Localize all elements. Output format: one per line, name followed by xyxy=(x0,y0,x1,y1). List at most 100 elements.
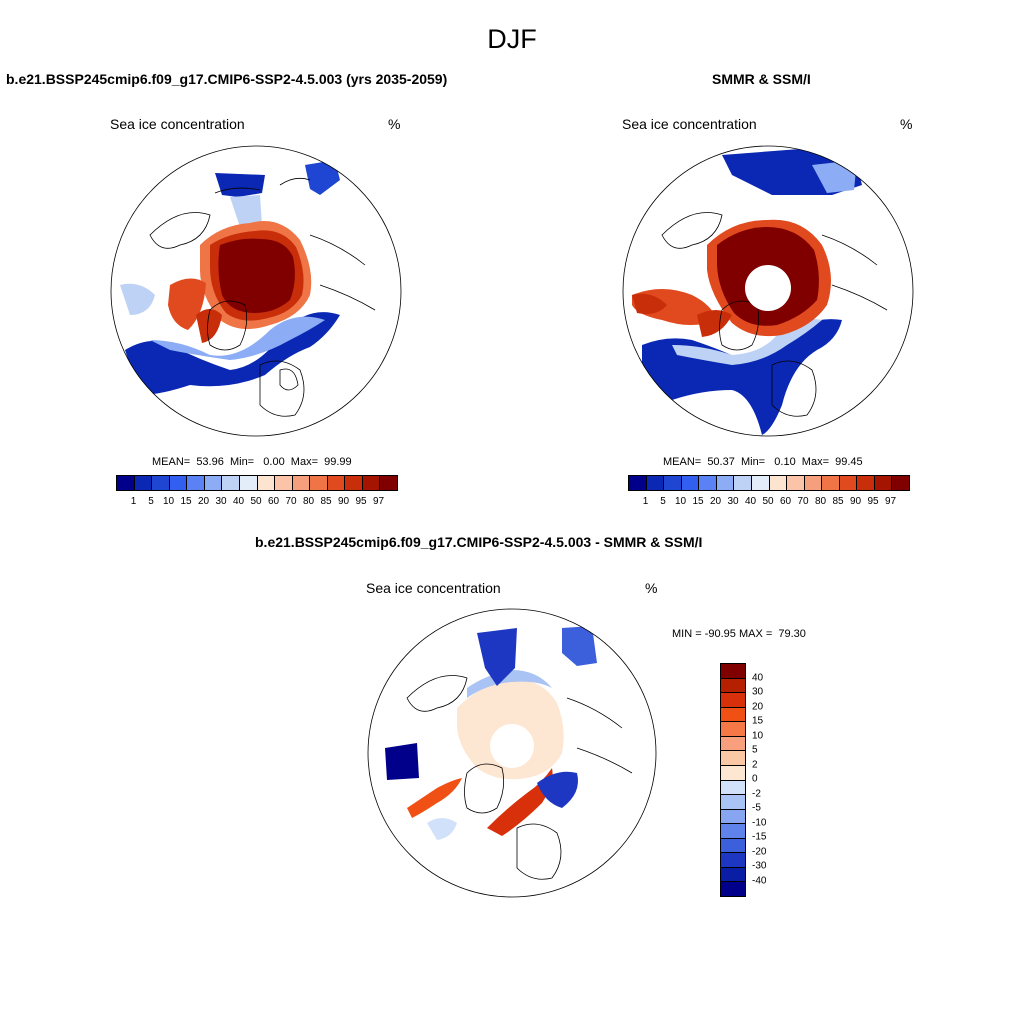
diff-colorbar-tick-label: -5 xyxy=(752,802,761,814)
diff-navy-hudson xyxy=(385,743,419,780)
diff-blue-bering xyxy=(477,628,517,686)
model-variable-label: Sea ice concentration xyxy=(110,116,245,132)
model-map-border xyxy=(110,145,402,437)
model-stats: MEAN= 53.96 Min= 0.00 Max= 99.99 xyxy=(152,456,352,468)
obs-colorbar-tick-label: 40 xyxy=(744,496,757,507)
obs-units-label: % xyxy=(900,116,913,132)
obs-colorbar-swatch xyxy=(874,476,893,490)
model-coast-siberia xyxy=(309,234,376,311)
model-colorbar-tick-label: 15 xyxy=(180,496,192,507)
diff-colorbar-tick-label: -10 xyxy=(752,817,767,828)
diff-colorbar-tick-label: 2 xyxy=(752,759,758,770)
diff-colorbar-tick-label: 10 xyxy=(752,730,764,741)
obs-colorbar-tick-label: 97 xyxy=(884,496,897,507)
diff-colorbar-tick-label: 20 xyxy=(752,701,764,712)
diff-colorbar-tick-label: 30 xyxy=(752,686,764,698)
diff-units-label: % xyxy=(645,580,658,596)
model-colorbar-swatch xyxy=(117,476,135,490)
obs-colorbar-tick-label: 60 xyxy=(779,496,792,507)
obs-colorbar-tick-label: 15 xyxy=(692,496,704,507)
model-colorbar-tick-label: 10 xyxy=(162,496,175,507)
diff-colorbar-swatch xyxy=(721,882,745,896)
diff-colorbar-tick-label: 15 xyxy=(752,715,764,727)
obs-colorbar-swatch xyxy=(664,476,682,490)
obs-colorbar-tick-label: 85 xyxy=(832,496,844,507)
diff-colorbar-swatch xyxy=(721,722,745,737)
model-ice-blue-okhotsk xyxy=(305,160,340,195)
diff-colorbar-tick-label: 5 xyxy=(752,744,758,756)
obs-colorbar-tick-label: 20 xyxy=(709,496,722,507)
model-coast-scandinavia xyxy=(279,368,299,391)
obs-colorbar-tick-label: 10 xyxy=(674,496,687,507)
model-colorbar-tick-label: 20 xyxy=(197,496,210,507)
obs-colorbar-swatch xyxy=(787,476,805,490)
obs-coast-greenland xyxy=(719,300,760,351)
obs-colorbar xyxy=(628,475,910,491)
model-colorbar-swatch xyxy=(152,476,170,490)
diff-colorbar-swatch xyxy=(721,693,745,708)
obs-panel-title: SMMR & SSM/I xyxy=(712,71,811,87)
model-colorbar-tick-label: 60 xyxy=(267,496,280,507)
model-colorbar-swatch xyxy=(204,476,223,490)
obs-colorbar-swatch xyxy=(734,476,752,490)
model-coast-eurasia xyxy=(259,360,305,417)
model-colorbar-swatch xyxy=(362,476,381,490)
diff-coast-greenland xyxy=(464,763,505,814)
obs-colorbar-swatch xyxy=(751,476,770,490)
diff-light-blue-patch xyxy=(427,818,457,840)
model-colorbar-swatch xyxy=(380,476,397,490)
diff-colorbar-tick-label: 40 xyxy=(752,672,764,683)
diff-pole-hole xyxy=(490,724,534,768)
diff-colorbar-swatch xyxy=(721,780,745,796)
model-ice-baffin xyxy=(196,309,222,343)
obs-colorbar-swatch xyxy=(857,476,875,490)
diff-light-blue-rim xyxy=(467,670,552,698)
diff-blue-barents xyxy=(537,771,578,808)
diff-colorbar-swatch xyxy=(721,853,745,868)
diff-coast-eurasia xyxy=(516,823,562,880)
model-colorbar-swatch xyxy=(275,476,293,490)
model-ice-light-bering xyxy=(230,195,262,227)
obs-coast-eurasia xyxy=(771,360,817,417)
diff-colorbar-swatch xyxy=(721,765,745,781)
obs-colorbar-tick-label: 90 xyxy=(849,496,862,507)
diff-colorbar-swatch xyxy=(721,707,745,723)
model-panel-title: b.e21.BSSP245cmip6.f09_g17.CMIP6-SSP2-4.… xyxy=(6,71,448,87)
obs-coast-siberia xyxy=(821,234,888,311)
diff-coast-canada xyxy=(406,675,468,712)
model-ice-blue-pacific xyxy=(215,173,265,197)
model-coast-alaska xyxy=(214,177,311,194)
obs-coast-canada xyxy=(661,212,723,249)
obs-colorbar-ticks: 1 5 10 15 20 30 40 50 60 70 80 85 90 95 97 xyxy=(628,496,908,508)
model-colorbar-swatch xyxy=(292,476,311,490)
model-colorbar-ticks: 1 5 10 15 20 30 40 50 60 70 80 85 90 95 97 xyxy=(116,496,396,508)
model-colorbar-swatch xyxy=(134,476,153,490)
diff-map xyxy=(367,608,657,898)
obs-pole-hole xyxy=(745,265,791,311)
diff-colorbar-swatch xyxy=(721,736,745,752)
model-colorbar-tick-label: 85 xyxy=(320,496,332,507)
obs-ice-hudson xyxy=(632,293,667,314)
diff-coast-siberia xyxy=(566,697,633,774)
obs-colorbar-swatch xyxy=(629,476,647,490)
model-colorbar-tick-label: 5 xyxy=(148,496,154,507)
obs-stats: MEAN= 50.37 Min= 0.10 Max= 99.45 xyxy=(663,456,863,468)
obs-colorbar-tick-label: 95 xyxy=(867,496,879,507)
obs-ice-baffin xyxy=(697,310,732,337)
model-colorbar-swatch xyxy=(327,476,346,490)
diff-colorbar-tick-label: -15 xyxy=(752,831,767,843)
model-colorbar-swatch xyxy=(169,476,188,490)
diff-colorbar-tick-label: -30 xyxy=(752,860,767,872)
obs-colorbar-swatch xyxy=(822,476,840,490)
diff-colorbar-swatch xyxy=(721,678,745,694)
diff-panel-title: b.e21.BSSP245cmip6.f09_g17.CMIP6-SSP2-4.… xyxy=(255,534,703,550)
obs-colorbar-tick-label: 5 xyxy=(660,496,666,507)
model-colorbar-swatch xyxy=(222,476,240,490)
model-coast-canada xyxy=(149,212,211,249)
obs-colorbar-tick-label: 30 xyxy=(727,496,739,507)
model-colorbar-tick-label: 50 xyxy=(250,496,262,507)
diff-colorbar-swatch xyxy=(721,795,745,810)
diff-colorbar xyxy=(720,663,746,897)
model-colorbar-tick-label: 80 xyxy=(302,496,315,507)
diff-colorbar-tick-label: -40 xyxy=(752,875,767,886)
